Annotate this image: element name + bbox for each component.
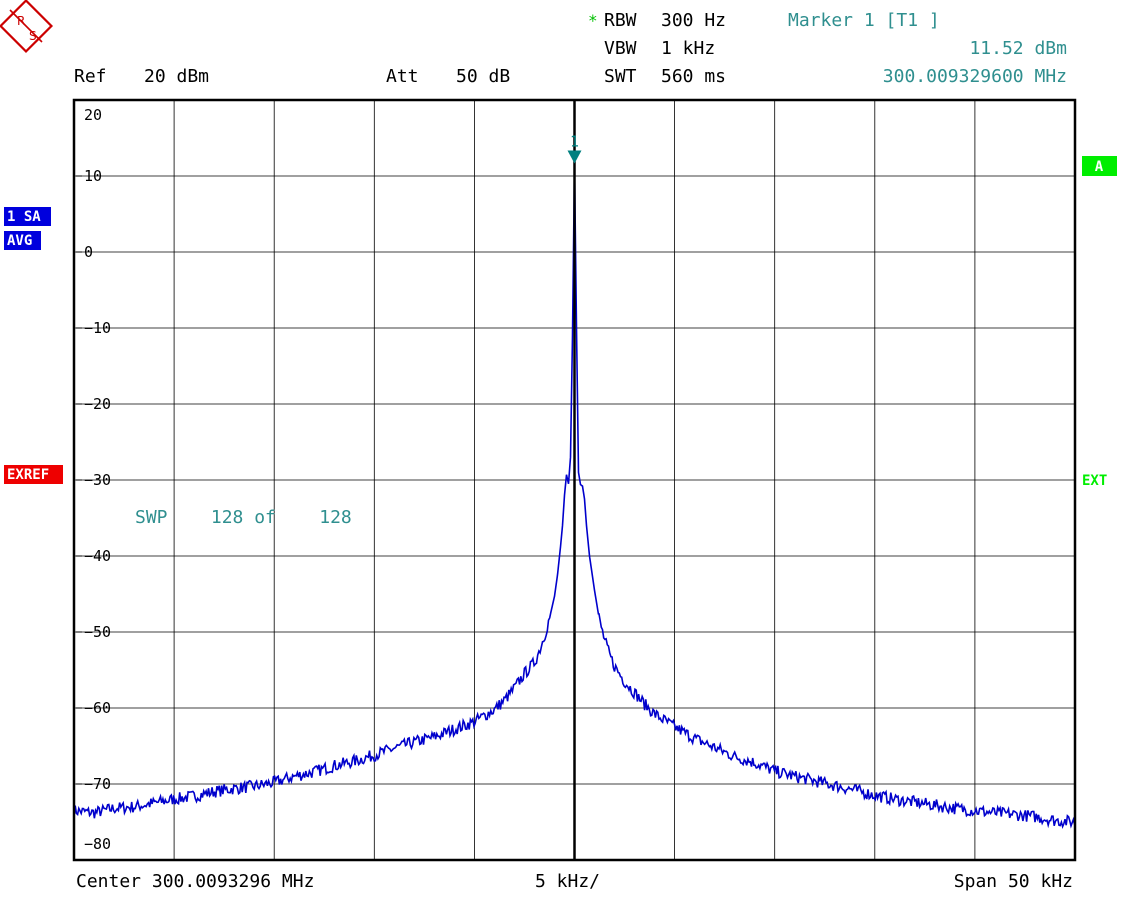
exref-badge [4, 465, 63, 484]
rs-logo: R S [0, 0, 54, 54]
vbw-value: 1 kHz [661, 38, 715, 59]
marker-arrow-icon [567, 150, 582, 164]
y-tick-label: −20 [84, 395, 111, 413]
span-per-division: 5 kHz/ [535, 871, 600, 892]
logo-letter-r: R [17, 14, 25, 28]
sweep-count: SWP 128 of 128 [135, 507, 352, 528]
plot-frame [72, 98, 1077, 862]
logo-letter-s: S [29, 29, 37, 43]
ext-label: EXT [1082, 473, 1107, 489]
marker-level: 11.52 dBm [969, 38, 1067, 59]
span-value: Span 50 kHz [954, 871, 1073, 892]
y-tick-label: −80 [84, 835, 111, 853]
trace-mode-text: 1 SA [7, 209, 41, 225]
exref-text: EXREF [7, 467, 49, 483]
rbw-star: * [588, 11, 598, 30]
center-frequency: Center 300.0093296 MHz [76, 871, 314, 892]
y-axis-ticks: 20 10 0 −10 −20 −30 −40 −50 −60 −70 −80 [76, 106, 111, 853]
rbw-value: 300 Hz [661, 10, 726, 31]
y-tick-label: 20 [84, 106, 102, 124]
y-tick-label: −60 [84, 699, 111, 717]
y-tick-label: 10 [84, 167, 102, 185]
marker-title: Marker 1 [T1 ] [788, 10, 940, 31]
att-label: Att [386, 66, 419, 87]
marker-frequency: 300.009329600 MHz [883, 66, 1067, 87]
y-tick-label: −30 [84, 471, 111, 489]
swt-label: SWT [604, 66, 637, 87]
rbw-label: RBW [604, 10, 637, 31]
y-tick-label: −40 [84, 547, 111, 565]
marker-1: 1 [567, 132, 582, 164]
plot-area: 20 10 0 −10 −20 −30 −40 −50 −60 −70 −80 SWP 128 of… [72, 98, 1077, 862]
y-tick-label: −10 [84, 319, 111, 337]
y-tick-label: 0 [84, 243, 93, 261]
detector-text: AVG [7, 233, 32, 249]
trace-mode-badge [4, 207, 51, 226]
trace-a-text: A [1095, 159, 1104, 175]
detector-badge [4, 231, 41, 250]
vbw-label: VBW [604, 38, 637, 59]
ref-value: 20 dBm [144, 66, 209, 87]
swt-value: 560 ms [661, 66, 726, 87]
ref-label: Ref [74, 66, 107, 87]
trace-a-badge [1082, 156, 1117, 176]
y-tick-label: −70 [84, 775, 111, 793]
att-value: 50 dB [456, 66, 510, 87]
marker-number: 1 [570, 132, 579, 150]
y-tick-label: −50 [84, 623, 111, 641]
